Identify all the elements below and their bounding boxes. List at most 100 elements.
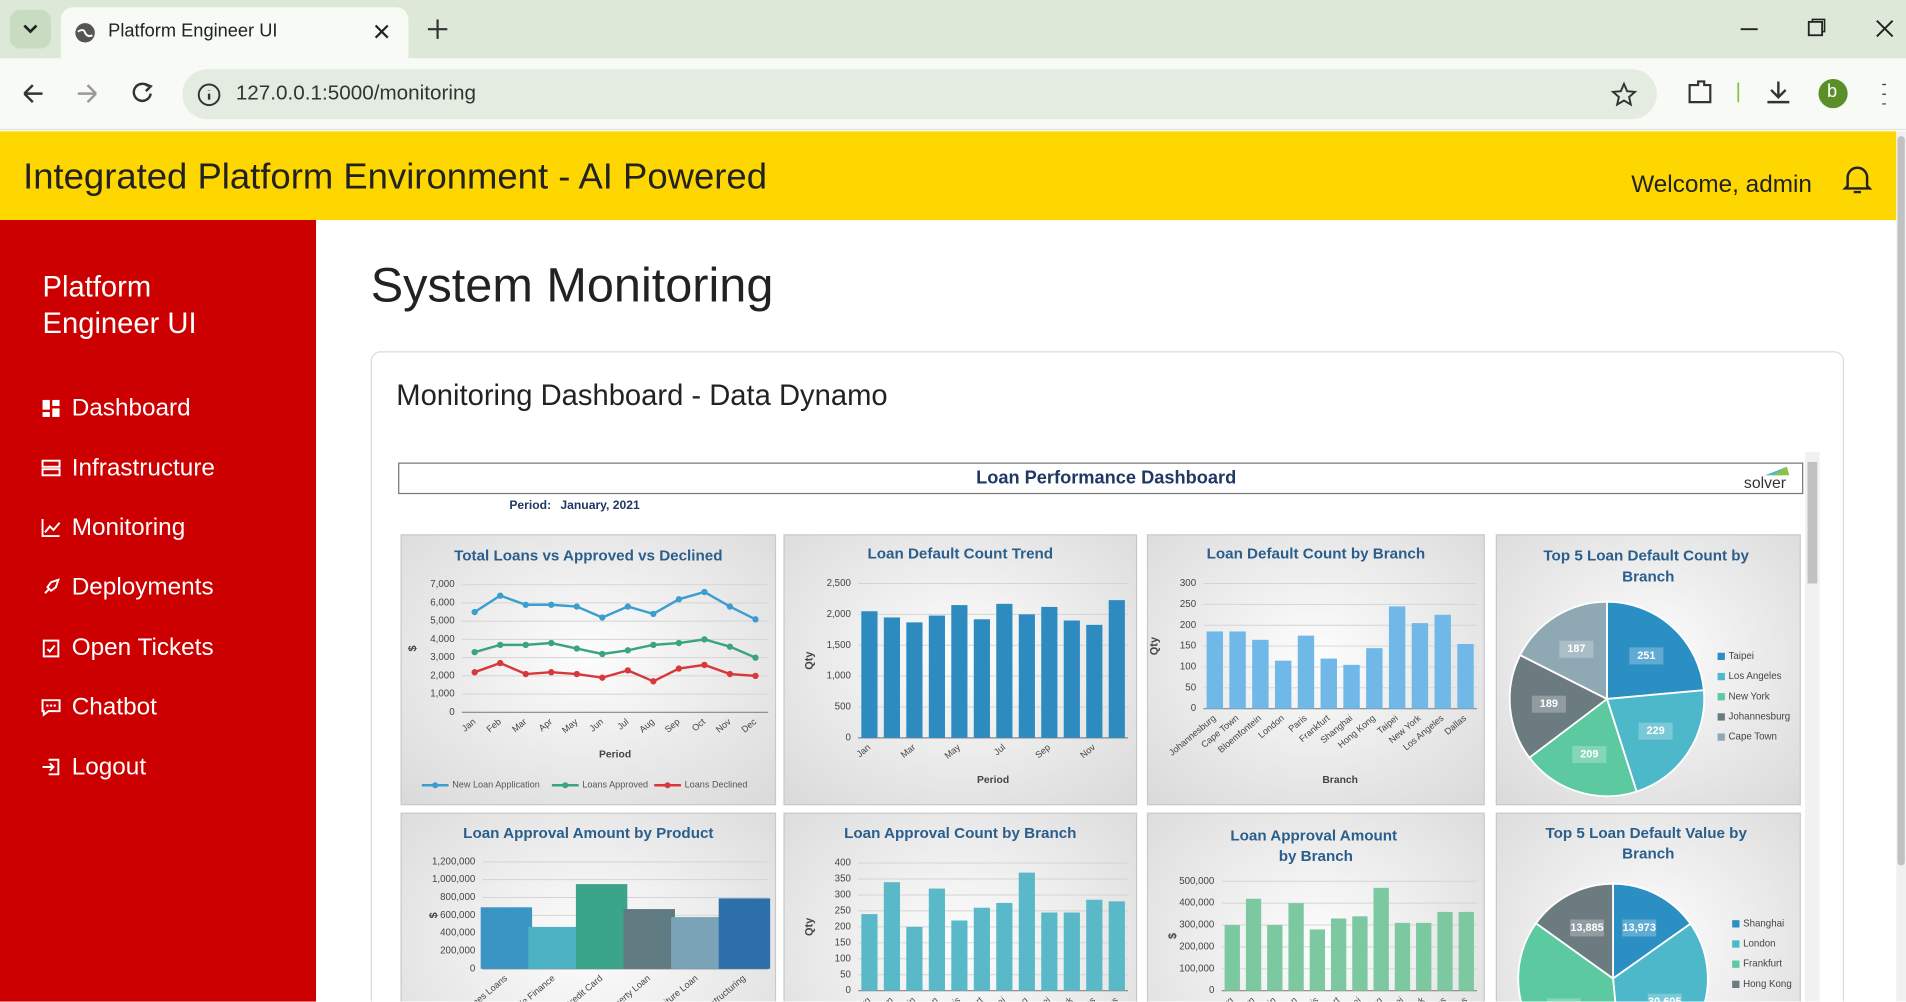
line-marker bbox=[701, 636, 708, 643]
y-axis-label: Qty bbox=[803, 917, 815, 936]
bar bbox=[906, 622, 923, 738]
bar bbox=[1224, 925, 1240, 991]
new-tab[interactable] bbox=[425, 17, 449, 41]
bar bbox=[1274, 660, 1292, 709]
tab-favicon bbox=[75, 23, 95, 43]
bar bbox=[1373, 887, 1389, 991]
nav-icon bbox=[42, 399, 60, 417]
y-tick-label: 100 bbox=[835, 953, 852, 964]
line-marker bbox=[471, 648, 478, 656]
bar bbox=[1108, 600, 1125, 738]
bar bbox=[1018, 614, 1035, 738]
bar bbox=[480, 907, 533, 969]
embed-scroll-thumb[interactable] bbox=[1807, 461, 1818, 584]
y-tick-label: 100,000 bbox=[1179, 963, 1215, 974]
y-tick-label: 200 bbox=[835, 921, 852, 932]
nav-item[interactable]: Open Tickets bbox=[41, 630, 214, 666]
line-marker bbox=[548, 669, 555, 676]
legend-label: Loans Approved bbox=[582, 780, 648, 790]
pie-slice bbox=[1517, 922, 1617, 1002]
line-marker bbox=[752, 672, 759, 680]
dashboard-header bbox=[398, 462, 1804, 495]
bar bbox=[996, 603, 1013, 738]
y-tick-label: 1,500 bbox=[827, 640, 852, 651]
y-tick-label: 400,000 bbox=[440, 928, 476, 939]
line-marker bbox=[752, 616, 759, 623]
legend-marker bbox=[432, 782, 439, 789]
url: 127.0.0.1:5000/monitoring bbox=[235, 81, 476, 105]
period-value: January, 2021 bbox=[560, 498, 640, 512]
nav-label: Chatbot bbox=[71, 694, 157, 721]
pie-slice bbox=[1534, 882, 1614, 981]
site-info[interactable] bbox=[196, 81, 223, 108]
address-bar[interactable]: 127.0.0.1:5000/monitoring bbox=[182, 69, 1657, 120]
y-tick-label: 5,000 bbox=[430, 616, 455, 627]
line-series bbox=[474, 590, 757, 621]
data-label-box bbox=[1647, 993, 1682, 1002]
legend-label: Loans Declined bbox=[685, 780, 748, 790]
embed-scrollbar[interactable] bbox=[1805, 452, 1820, 1002]
nav-item[interactable]: Dashboard bbox=[41, 390, 191, 426]
y-tick-label: 2,500 bbox=[827, 578, 852, 589]
active-tab[interactable]: Platform Engineer UI bbox=[60, 7, 409, 59]
y-tick-label: 200,000 bbox=[1179, 941, 1215, 952]
y-tick-label: 600,000 bbox=[440, 910, 476, 921]
y-tick-label: 350 bbox=[835, 874, 852, 885]
legend-swatch bbox=[1732, 960, 1740, 968]
nav-icon bbox=[41, 459, 61, 477]
app-header: Integrated Platform Environment - AI Pow… bbox=[0, 131, 1897, 221]
chart-title: Top 5 Loan Default Count by Branch bbox=[1543, 548, 1753, 586]
bar bbox=[1352, 916, 1368, 991]
nav-label: Monitoring bbox=[71, 514, 186, 542]
line-marker bbox=[624, 647, 631, 654]
pie-slice bbox=[1518, 600, 1608, 701]
y-tick-label: 150 bbox=[1180, 641, 1197, 652]
tab-search[interactable] bbox=[9, 9, 52, 49]
tab-close[interactable] bbox=[372, 22, 391, 41]
notification-bell[interactable] bbox=[1842, 163, 1874, 197]
chart-title: Loan Default Count Trend bbox=[867, 545, 1053, 562]
y-axis-label: Qty bbox=[1149, 636, 1161, 655]
y-tick-label: 1,200,000 bbox=[432, 856, 476, 867]
y-tick-label: 0 bbox=[470, 963, 476, 974]
line-marker bbox=[522, 601, 529, 608]
chart-panel bbox=[400, 534, 777, 806]
bar bbox=[1366, 648, 1383, 709]
bar bbox=[1343, 664, 1360, 709]
bar bbox=[1437, 911, 1453, 991]
bar bbox=[928, 888, 945, 991]
nav-item[interactable]: Infrastructure bbox=[41, 450, 215, 486]
y-tick-label: 0 bbox=[1191, 703, 1197, 714]
y-tick-label: 300 bbox=[835, 890, 852, 901]
nav-icon bbox=[41, 699, 61, 717]
nav-item[interactable]: Monitoring bbox=[41, 510, 185, 546]
line-marker bbox=[624, 667, 631, 674]
nav-item[interactable]: Logout bbox=[41, 750, 146, 786]
line-marker bbox=[548, 601, 555, 608]
line-marker bbox=[548, 639, 555, 647]
bar bbox=[1388, 606, 1406, 709]
nav-buttons[interactable] bbox=[19, 80, 165, 107]
line-series bbox=[474, 661, 756, 683]
nav-item[interactable]: Chatbot bbox=[41, 690, 157, 726]
line-series bbox=[474, 638, 756, 659]
bookmark-star[interactable] bbox=[1610, 81, 1638, 108]
nav-item[interactable]: Deployments bbox=[41, 570, 214, 606]
legend-marker bbox=[664, 782, 671, 789]
toolbar-actions[interactable] bbox=[1685, 78, 1904, 112]
bar bbox=[883, 882, 901, 991]
bar bbox=[1288, 903, 1304, 991]
legend-label: Los Angeles bbox=[1729, 671, 1782, 682]
line-marker bbox=[726, 670, 734, 678]
page-scrollbar[interactable] bbox=[1896, 131, 1906, 1002]
window-controls[interactable] bbox=[1736, 17, 1906, 41]
y-tick-label: 2,000 bbox=[430, 670, 455, 681]
data-label-box bbox=[1559, 640, 1594, 658]
scroll-thumb[interactable] bbox=[1897, 136, 1905, 866]
bar bbox=[1018, 872, 1035, 991]
data-label-box bbox=[1572, 746, 1607, 764]
y-tick-label: 400,000 bbox=[1179, 898, 1215, 909]
legend-label: New Loan Application bbox=[452, 780, 540, 790]
